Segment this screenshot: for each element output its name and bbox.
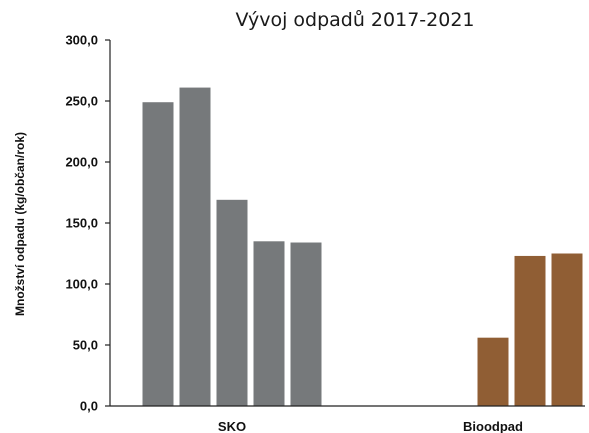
- bar-sko-5: [290, 242, 322, 406]
- chart-title: Vývoj odpadů 2017-2021: [235, 9, 474, 31]
- y-tick-label: 100,0: [65, 277, 98, 292]
- bar-sko-3: [216, 199, 248, 406]
- bar-bioodpad-5: [551, 253, 583, 406]
- y-tick-label: 250,0: [65, 94, 98, 109]
- y-tick-label: 50,0: [73, 338, 98, 353]
- bar-sko-4: [253, 241, 285, 406]
- bar-sko-2: [179, 87, 211, 406]
- y-axis-ticks: 0,0 50,0 100,0 150,0 200,0 250,0 300,0: [65, 33, 110, 414]
- x-axis-ticks: SKO Bioodpad: [218, 419, 523, 433]
- bar-sko-1: [142, 102, 174, 406]
- bar-bioodpad-4: [514, 255, 546, 406]
- bars: [142, 87, 583, 406]
- y-tick-label: 0,0: [80, 399, 98, 414]
- bar-bioodpad-3: [477, 337, 509, 406]
- x-tick-label: Bioodpad: [463, 419, 523, 433]
- y-axis-label: Množství odpadu (kg/občan/rok): [13, 132, 27, 316]
- y-tick-label: 300,0: [65, 33, 98, 48]
- y-tick-label: 150,0: [65, 216, 98, 231]
- x-tick-label: SKO: [218, 419, 246, 433]
- y-tick-label: 200,0: [65, 155, 98, 170]
